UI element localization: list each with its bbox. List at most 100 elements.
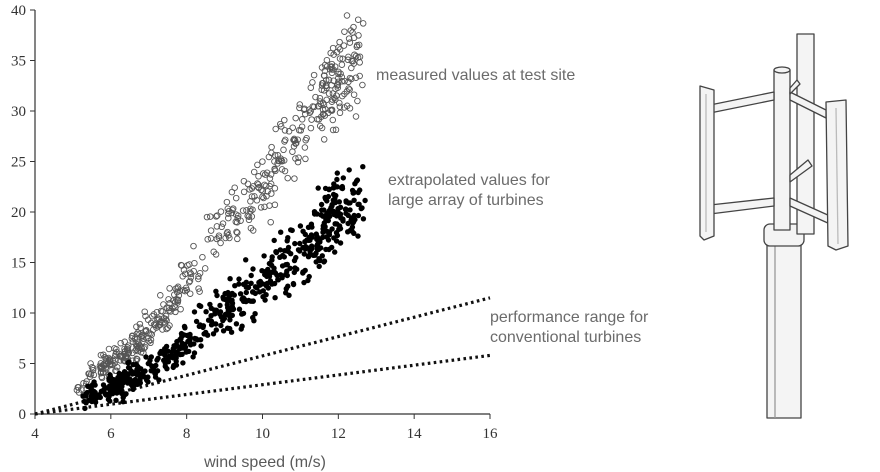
- extrapolated-data-point: [339, 185, 346, 192]
- measured-data-point: [101, 362, 108, 370]
- measured-data-point: [121, 338, 128, 346]
- extrapolated-data-point: [337, 204, 344, 210]
- measured-data-point: [166, 322, 173, 329]
- measured-data-point: [298, 123, 306, 130]
- measured-data-point: [166, 300, 173, 307]
- extrapolated-data-point: [329, 226, 335, 232]
- extrapolated-data-point: [318, 212, 324, 218]
- measured-data-point: [195, 275, 202, 283]
- measured-data-point: [268, 190, 275, 197]
- measured-data-point: [354, 16, 362, 23]
- extrapolated-data-point: [134, 366, 140, 373]
- extrapolated-data-point: [248, 280, 254, 286]
- measured-data-point: [174, 283, 182, 291]
- measured-data-point: [295, 126, 303, 134]
- extrapolated-data-point: [322, 185, 329, 192]
- vertical-axis-wind-turbine-icon: [699, 33, 849, 419]
- measured-data-point: [340, 42, 348, 49]
- extrapolated-data-point: [318, 201, 325, 208]
- measured-data-point: [195, 273, 202, 280]
- measured-data-point: [339, 92, 346, 100]
- measured-data-point: [281, 116, 288, 124]
- extrapolated-data-point: [94, 393, 100, 400]
- annotation-conventional: performance range for conventional turbi…: [490, 309, 653, 346]
- extrapolated-data-point: [263, 283, 270, 289]
- conventional-range-line: [34, 353, 491, 416]
- measured-data-point: [325, 90, 333, 97]
- extrapolated-data-point: [250, 266, 256, 272]
- measured-data-point: [142, 328, 149, 335]
- extrapolated-data-point: [185, 332, 191, 339]
- measured-data-point: [336, 109, 344, 117]
- extrapolated-data-point: [162, 346, 168, 352]
- measured-data-point: [336, 46, 344, 53]
- extrapolated-data-point: [201, 331, 207, 337]
- measured-data-point: [316, 94, 324, 102]
- extrapolated-data-point: [243, 257, 249, 263]
- extrapolated-data-point: [205, 317, 212, 323]
- extrapolated-data-point: [107, 398, 113, 404]
- y-tick-label: 10: [11, 306, 26, 322]
- extrapolated-data-point: [110, 382, 116, 388]
- extrapolated-data-point: [103, 385, 109, 391]
- extrapolated-data-point: [187, 337, 193, 344]
- extrapolated-data-point: [352, 181, 358, 187]
- measured-data-point: [234, 235, 241, 243]
- measured-data-point: [86, 370, 93, 377]
- measured-data-point: [97, 351, 105, 359]
- measured-data-point: [307, 124, 315, 132]
- extrapolated-data-point: [200, 324, 206, 331]
- measured-data-point: [90, 364, 97, 372]
- measured-data-point: [207, 235, 215, 242]
- extrapolated-data-point: [340, 218, 346, 224]
- extrapolated-data-point: [346, 167, 352, 173]
- measured-data-point: [321, 72, 328, 79]
- extrapolated-data-point: [180, 360, 186, 366]
- extrapolated-data-point: [218, 322, 224, 329]
- measured-data-point: [203, 213, 211, 221]
- measured-data-point: [157, 319, 164, 326]
- measured-data-point: [289, 124, 296, 131]
- extrapolated-data-point: [291, 257, 298, 264]
- measured-data-point: [335, 78, 342, 86]
- extrapolated-data-point: [355, 201, 361, 208]
- extrapolated-data-point: [251, 318, 257, 324]
- extrapolated-data-point: [229, 303, 235, 310]
- extrapolated-data-point: [120, 399, 126, 405]
- extrapolated-data-point: [236, 281, 242, 287]
- measured-data-point: [335, 68, 342, 76]
- measured-data-point: [338, 61, 346, 68]
- extrapolated-data-point: [123, 391, 129, 397]
- extrapolated-data-point: [279, 252, 286, 259]
- measured-data-point: [328, 81, 335, 89]
- extrapolated-data-point: [157, 350, 163, 356]
- extrapolated-data-point: [129, 371, 136, 377]
- extrapolated-data-point: [272, 269, 278, 276]
- annotation-conventional-line-2: conventional turbines: [490, 329, 641, 346]
- extrapolated-data-point: [254, 285, 260, 291]
- extrapolated-data-point: [345, 220, 351, 227]
- extrapolated-data-point: [229, 290, 235, 297]
- measured-data-point: [280, 146, 287, 154]
- measured-data-point: [345, 85, 352, 92]
- measured-data-point: [298, 116, 306, 123]
- measured-data-point: [314, 115, 321, 123]
- measured-data-point: [343, 12, 351, 19]
- measured-data-point: [330, 66, 337, 73]
- extrapolated-data-point: [130, 378, 136, 384]
- extrapolated-data-point: [220, 328, 227, 334]
- measured-data-point: [107, 361, 115, 368]
- extrapolated-data-point: [333, 230, 340, 236]
- extrapolated-data-point: [269, 254, 275, 260]
- measured-data-point: [223, 198, 231, 206]
- measured-data-point: [345, 35, 353, 42]
- extrapolated-data-point: [166, 353, 172, 359]
- measured-data-point: [267, 218, 274, 226]
- extrapolated-data-point: [285, 283, 291, 289]
- measured-data-point: [218, 223, 225, 231]
- y-tick-label: 5: [19, 357, 27, 373]
- measured-data-point: [177, 305, 184, 313]
- x-axis-label: wind speed (m/s): [203, 454, 326, 471]
- measured-data-point: [247, 224, 255, 232]
